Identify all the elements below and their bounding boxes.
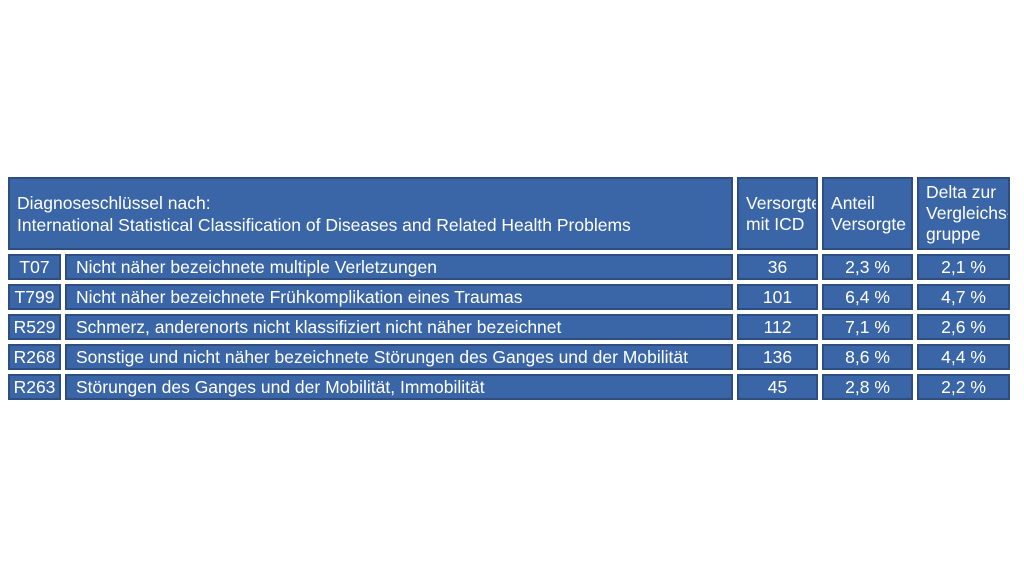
delta-cell: 2,1 % bbox=[917, 254, 1011, 280]
header-anteil-versorgte: Anteil Versorgte bbox=[822, 177, 914, 250]
delta-cell: 4,4 % bbox=[917, 344, 1011, 370]
header-anteil-line2: Versorgte bbox=[831, 213, 906, 234]
header-delta-line2: Vergleichs- bbox=[926, 203, 1011, 223]
header-delta-line1: Delta zur bbox=[926, 182, 997, 202]
header-versorgte-line1: Versorgte bbox=[746, 192, 819, 213]
header-diagnosis: Diagnoseschlüssel nach: International St… bbox=[8, 177, 734, 250]
description-cell: Nicht näher bezeichnete Frühkomplikation… bbox=[65, 284, 734, 310]
header-row: Diagnoseschlüssel nach: International St… bbox=[8, 177, 1011, 250]
icd-diagnosis-table: Diagnoseschlüssel nach: International St… bbox=[4, 173, 1014, 404]
anteil-cell: 8,6 % bbox=[822, 344, 914, 370]
versorgte-cell: 45 bbox=[737, 374, 819, 400]
anteil-cell: 2,8 % bbox=[822, 374, 914, 400]
header-delta-line3: gruppe bbox=[926, 224, 981, 244]
versorgte-cell: 101 bbox=[737, 284, 819, 310]
icd-code-cell: T07 bbox=[8, 254, 61, 280]
header-diagnosis-line2: International Statistical Classification… bbox=[17, 214, 631, 235]
table-row: R268 Sonstige und nicht näher bezeichnet… bbox=[8, 344, 1011, 370]
icd-code-cell: R263 bbox=[8, 374, 61, 400]
description-cell: Störungen des Ganges und der Mobilität, … bbox=[65, 374, 734, 400]
table-row: R263 Störungen des Ganges und der Mobili… bbox=[8, 374, 1011, 400]
header-anteil-line1: Anteil bbox=[831, 192, 875, 213]
header-diagnosis-line1: Diagnoseschlüssel nach: bbox=[17, 192, 211, 213]
versorgte-cell: 136 bbox=[737, 344, 819, 370]
table-row: T799 Nicht näher bezeichnete Frühkomplik… bbox=[8, 284, 1011, 310]
table-row: R529 Schmerz, anderenorts nicht klassifi… bbox=[8, 314, 1011, 340]
delta-cell: 4,7 % bbox=[917, 284, 1011, 310]
delta-cell: 2,2 % bbox=[917, 374, 1011, 400]
anteil-cell: 7,1 % bbox=[822, 314, 914, 340]
anteil-cell: 6,4 % bbox=[822, 284, 914, 310]
header-versorgte-mit-icd: Versorgte mit ICD bbox=[737, 177, 819, 250]
anteil-cell: 2,3 % bbox=[822, 254, 914, 280]
header-versorgte-line2: mit ICD bbox=[746, 213, 805, 234]
icd-code-cell: T799 bbox=[8, 284, 61, 310]
versorgte-cell: 112 bbox=[737, 314, 819, 340]
delta-cell: 2,6 % bbox=[917, 314, 1011, 340]
header-delta-vergleichsgruppe: Delta zur Vergleichs- gruppe bbox=[917, 177, 1011, 250]
description-cell: Nicht näher bezeichnete multiple Verletz… bbox=[65, 254, 734, 280]
versorgte-cell: 36 bbox=[737, 254, 819, 280]
description-cell: Sonstige und nicht näher bezeichnete Stö… bbox=[65, 344, 734, 370]
table-row: T07 Nicht näher bezeichnete multiple Ver… bbox=[8, 254, 1011, 280]
icd-code-cell: R268 bbox=[8, 344, 61, 370]
icd-code-cell: R529 bbox=[8, 314, 61, 340]
description-cell: Schmerz, anderenorts nicht klassifiziert… bbox=[65, 314, 734, 340]
